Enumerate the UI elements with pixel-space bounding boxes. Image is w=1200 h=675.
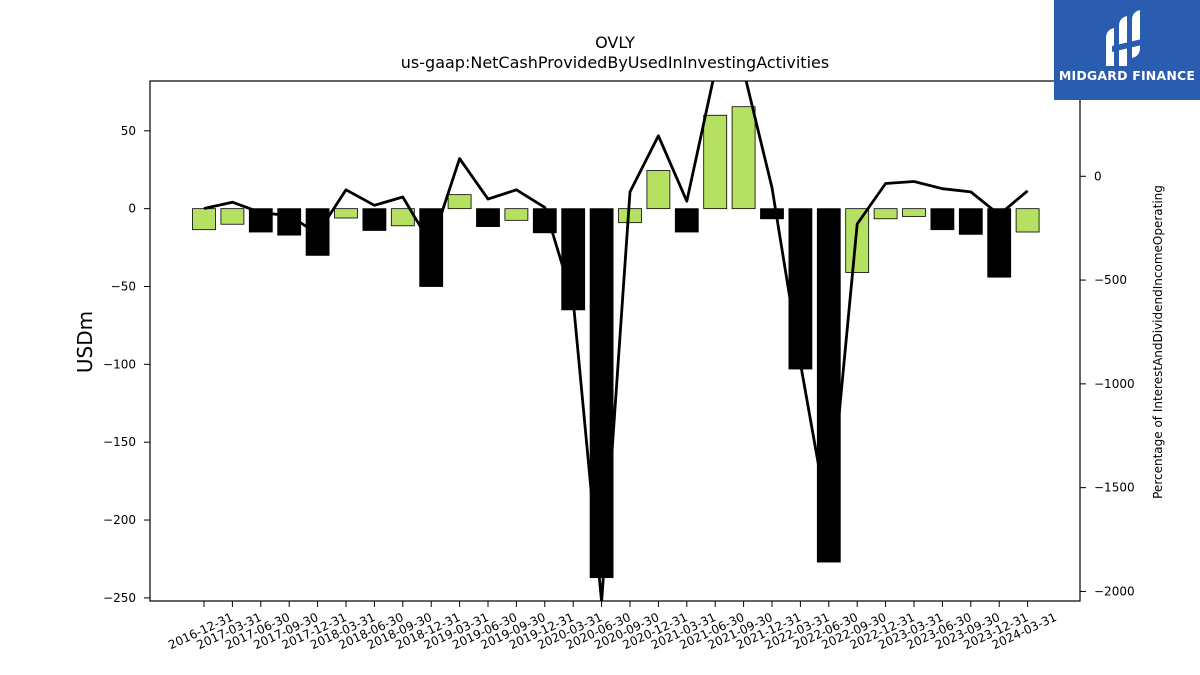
bar-2023-09-30 [958,208,983,235]
chart-title: OVLY [595,33,635,52]
bar-2023-03-31 [902,208,926,217]
logo-mark-icon [1106,10,1146,66]
chart-subtitle: us-gaap:NetCashProvidedByUsedInInvesting… [401,53,829,72]
line-layer [203,81,1029,601]
bar-2020-06-30 [589,208,614,579]
bars-layer [192,106,1040,579]
line-series [203,81,1029,601]
plot-frame [149,80,1081,602]
bar-2022-12-31 [873,208,898,220]
bar-2018-06-30 [362,208,387,231]
bar-2024-03-31 [1015,208,1040,233]
y-axis-label-left: USDm [73,311,97,373]
y-tick-label-right: −1500 [1094,481,1135,495]
y-tick-label-left: −50 [111,280,136,294]
y-tick-label-left: 0 [128,202,136,216]
bar-2017-03-31 [220,208,245,225]
bar-2022-03-31 [788,208,813,370]
y-tick-label-right: 0 [1094,169,1102,183]
bar-2016-12-31 [192,208,216,231]
bar-2023-12-31 [987,208,1012,278]
bar-2020-12-31 [646,170,671,210]
y-tick-label-right: −1000 [1094,377,1135,391]
bar-2021-12-31 [760,208,784,220]
bar-2020-03-31 [561,208,586,311]
y-tick-label-right: −2000 [1094,584,1135,598]
y-tick-label-left: −100 [103,357,136,371]
bar-2019-09-30 [504,208,529,221]
y-tick-label-left: −200 [103,513,136,527]
bar-2023-06-30 [930,208,955,231]
bar-2019-03-31 [447,194,472,210]
y-axis-label-right: Percentage of InterestAndDividendIncomeO… [1151,185,1165,499]
bar-2018-03-31 [334,208,358,219]
y-tick-label-right: −500 [1094,273,1127,287]
bar-2021-09-30 [731,106,756,210]
bar-2021-03-31 [674,208,699,233]
bar-2021-06-30 [703,114,728,210]
y-tick-label-left: −150 [103,435,136,449]
y-tick-label-left: −250 [103,591,136,605]
brand-logo: MIDGARD FINANCE [1054,0,1200,100]
bar-2022-09-30 [845,208,870,273]
bar-2019-06-30 [476,208,500,227]
y-tick-label-left: 50 [121,124,136,138]
logo-text: MIDGARD FINANCE [1058,68,1196,83]
